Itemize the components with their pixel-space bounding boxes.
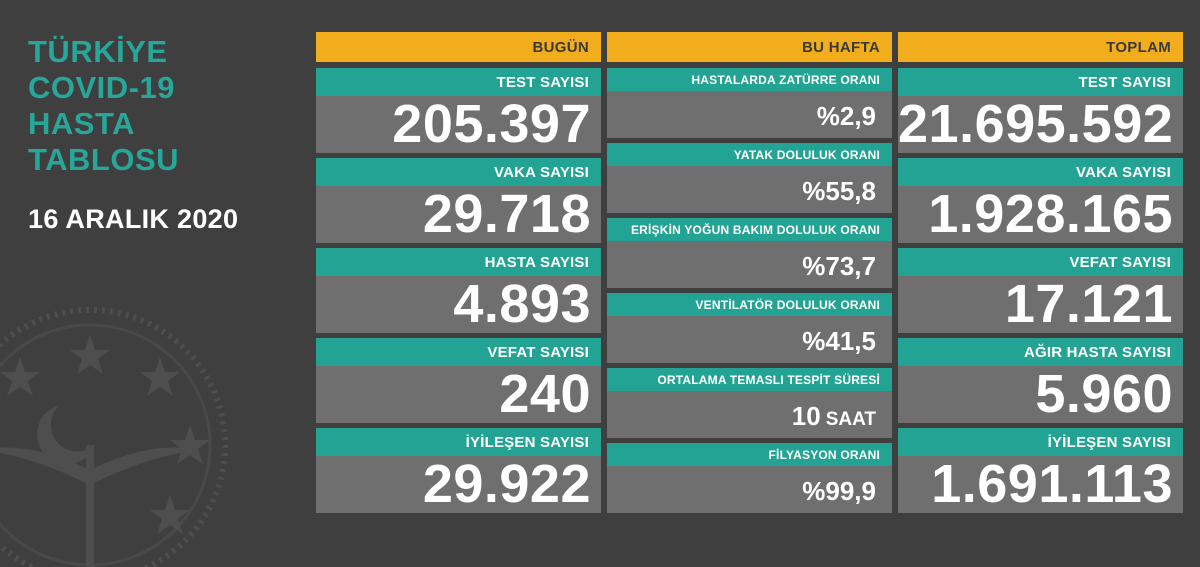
card-value: 29.718 — [316, 186, 601, 243]
card-label: VAKA SAYISI — [898, 158, 1183, 186]
report-date: 16 ARALIK 2020 — [28, 204, 239, 234]
card-label: İYİLEŞEN SAYISI — [898, 428, 1183, 456]
card-value: 21.695.592 — [898, 96, 1183, 153]
card-value: %2,9 — [607, 91, 892, 138]
title-line: COVID-19 — [28, 70, 175, 105]
total-test-card: TEST SAYISI 21.695.592 — [898, 68, 1183, 153]
card-label: ORTALAMA TEMASLI TESPİT SÜRESİ — [607, 368, 892, 391]
value-number: 10 — [791, 401, 821, 431]
week-ventilator-card: VENTİLATÖR DOLULUK ORANI %41,5 — [607, 293, 892, 363]
card-label: İYİLEŞEN SAYISI — [316, 428, 601, 456]
today-patient-card: HASTA SAYISI 4.893 — [316, 248, 601, 333]
card-value: %55,8 — [607, 166, 892, 213]
today-recovered-card: İYİLEŞEN SAYISI 29.922 — [316, 428, 601, 513]
today-header: BUGÜN — [316, 32, 601, 62]
card-value: 10 SAAT — [607, 391, 892, 438]
card-label: VEFAT SAYISI — [898, 248, 1183, 276]
week-header: BU HAFTA — [607, 32, 892, 62]
week-bed-card: YATAK DOLULUK ORANI %55,8 — [607, 143, 892, 213]
total-severe-card: AĞIR HASTA SAYISI 5.960 — [898, 338, 1183, 423]
card-value: 1.691.113 — [898, 456, 1183, 513]
card-value: 17.121 — [898, 276, 1183, 333]
card-value: 29.922 — [316, 456, 601, 513]
card-label: VEFAT SAYISI — [316, 338, 601, 366]
today-case-card: VAKA SAYISI 29.718 — [316, 158, 601, 243]
title-line: TÜRKİYE — [28, 34, 168, 69]
card-label: ERİŞKİN YOĞUN BAKIM DOLULUK ORANI — [607, 218, 892, 241]
total-death-card: VEFAT SAYISI 17.121 — [898, 248, 1183, 333]
card-value: 4.893 — [316, 276, 601, 333]
total-recovered-card: İYİLEŞEN SAYISI 1.691.113 — [898, 428, 1183, 513]
today-test-card: TEST SAYISI 205.397 — [316, 68, 601, 153]
card-value: 5.960 — [898, 366, 1183, 423]
today-column: BUGÜN TEST SAYISI 205.397 VAKA SAYISI 29… — [316, 32, 601, 518]
page-title: TÜRKİYE COVID-19 HASTA TABLOSU — [28, 34, 179, 178]
card-label: HASTALARDA ZATÜRRE ORANI — [607, 68, 892, 91]
total-header: TOPLAM — [898, 32, 1183, 62]
card-label: YATAK DOLULUK ORANI — [607, 143, 892, 166]
card-value: %99,9 — [607, 466, 892, 513]
card-value: %41,5 — [607, 316, 892, 363]
week-pneumonia-card: HASTALARDA ZATÜRRE ORANI %2,9 — [607, 68, 892, 138]
card-label: HASTA SAYISI — [316, 248, 601, 276]
card-label: AĞIR HASTA SAYISI — [898, 338, 1183, 366]
card-label: TEST SAYISI — [316, 68, 601, 96]
week-filiation-card: FİLYASYON ORANI %99,9 — [607, 443, 892, 513]
week-column: BU HAFTA HASTALARDA ZATÜRRE ORANI %2,9 Y… — [607, 32, 892, 518]
week-contact-time-card: ORTALAMA TEMASLI TESPİT SÜRESİ 10 SAAT — [607, 368, 892, 438]
card-value: 1.928.165 — [898, 186, 1183, 243]
title-line: TABLOSU — [28, 142, 180, 177]
value-unit: SAAT — [825, 409, 876, 430]
card-value: 240 — [316, 366, 601, 423]
title-line: HASTA — [28, 106, 135, 141]
card-value: %73,7 — [607, 241, 892, 288]
card-value: 205.397 — [316, 96, 601, 153]
total-case-card: VAKA SAYISI 1.928.165 — [898, 158, 1183, 243]
card-label: VENTİLATÖR DOLULUK ORANI — [607, 293, 892, 316]
ministry-of-health-emblem-icon — [0, 307, 228, 567]
card-label: FİLYASYON ORANI — [607, 443, 892, 466]
card-label: VAKA SAYISI — [316, 158, 601, 186]
card-label: TEST SAYISI — [898, 68, 1183, 96]
today-death-card: VEFAT SAYISI 240 — [316, 338, 601, 423]
week-icu-card: ERİŞKİN YOĞUN BAKIM DOLULUK ORANI %73,7 — [607, 218, 892, 288]
total-column: TOPLAM TEST SAYISI 21.695.592 VAKA SAYIS… — [898, 32, 1183, 518]
